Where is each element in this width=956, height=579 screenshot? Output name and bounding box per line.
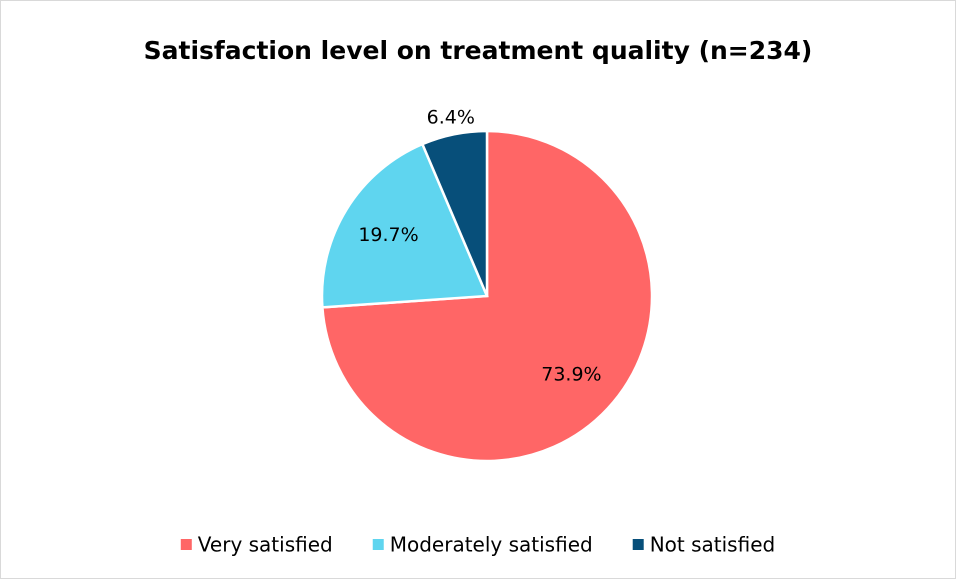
legend-label: Not satisfied bbox=[650, 533, 776, 557]
data-label: 19.7% bbox=[358, 224, 418, 246]
legend-label: Very satisfied bbox=[198, 533, 333, 557]
legend-swatch bbox=[372, 539, 384, 550]
legend-label: Moderately satisfied bbox=[390, 533, 593, 557]
pie-slice bbox=[420, 129, 489, 297]
legend-swatch bbox=[632, 539, 644, 550]
chart-title: Satisfaction level on treatment quality … bbox=[144, 36, 813, 65]
data-label: 6.4% bbox=[427, 107, 475, 129]
pie-slice bbox=[320, 142, 489, 309]
data-label: 73.9% bbox=[541, 363, 601, 385]
legend-swatch bbox=[180, 539, 192, 550]
